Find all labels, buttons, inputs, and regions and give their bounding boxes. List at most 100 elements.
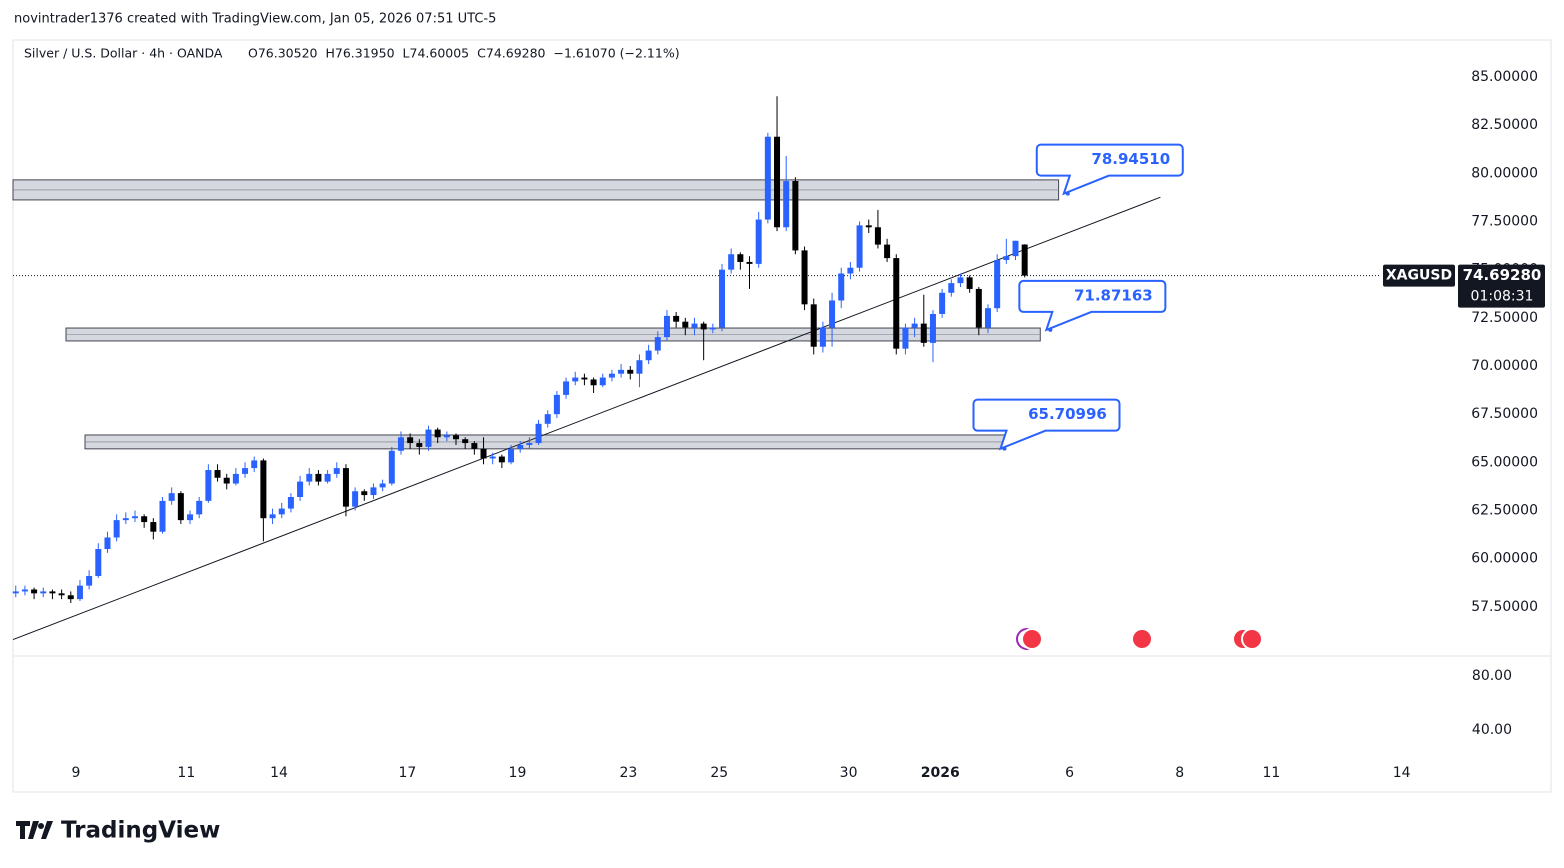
y-tick-label: 80.00000 xyxy=(1471,165,1538,181)
candle-body xyxy=(242,468,249,474)
candle-body xyxy=(269,514,276,519)
callout-anchor xyxy=(1065,191,1070,196)
candle-body xyxy=(489,456,496,459)
candle-body xyxy=(187,514,194,521)
x-tick-label: 6 xyxy=(1065,765,1074,781)
candle-body xyxy=(150,522,157,532)
candle-body xyxy=(342,468,349,507)
candle-body xyxy=(654,337,661,351)
candle-body xyxy=(618,369,625,374)
candle-body xyxy=(774,136,781,228)
candle-body xyxy=(168,493,175,501)
x-tick-label: 23 xyxy=(620,765,638,781)
candle-body xyxy=(893,258,900,349)
candle-body xyxy=(287,497,294,509)
candle-body xyxy=(361,491,368,496)
candle-body xyxy=(929,313,936,343)
y-tick-label: 57.50000 xyxy=(1471,599,1538,615)
x-tick-label: 11 xyxy=(1262,765,1280,781)
candle-body xyxy=(746,261,753,264)
y-tick-label: 72.50000 xyxy=(1471,310,1538,326)
candle-body xyxy=(865,225,872,228)
candle-body xyxy=(12,591,19,594)
candle-body xyxy=(306,473,313,482)
candle-body xyxy=(829,300,836,328)
candle-body xyxy=(260,460,267,519)
candle-body xyxy=(590,379,597,386)
callout-anchor xyxy=(1002,446,1007,451)
y-tick-label: 70.00000 xyxy=(1471,358,1538,374)
candle-body xyxy=(122,518,129,521)
brand: TradingView xyxy=(61,818,220,844)
candle-body xyxy=(67,595,74,600)
candle-body xyxy=(728,254,735,270)
x-tick-label: 25 xyxy=(710,765,728,781)
candle-body xyxy=(700,323,707,330)
candle-body xyxy=(379,483,386,488)
legend-value: C74.69280 xyxy=(477,46,545,61)
price-label: 74.69280 xyxy=(1463,266,1542,284)
candle-body xyxy=(498,456,505,463)
candle-body xyxy=(526,443,533,445)
candle-body xyxy=(232,473,239,484)
candle-body xyxy=(544,414,551,424)
candle-body xyxy=(86,576,93,586)
candle-body xyxy=(214,470,221,478)
candle-body xyxy=(673,315,680,322)
candle-body xyxy=(1021,244,1028,276)
candle-body xyxy=(104,537,111,550)
y-tick-label: 77.50000 xyxy=(1471,213,1538,229)
y-tick-label: 82.50000 xyxy=(1471,117,1538,133)
candle-body xyxy=(718,269,725,328)
candle-body xyxy=(397,437,404,451)
candle-body xyxy=(563,381,570,395)
candle-body xyxy=(58,593,65,596)
x-tick-label: 14 xyxy=(1393,765,1411,781)
candle-body xyxy=(755,219,762,264)
candle-body xyxy=(948,283,955,293)
candle-body xyxy=(535,423,542,444)
candle-body xyxy=(874,227,881,245)
candle-body xyxy=(911,323,918,328)
candle-body xyxy=(196,500,203,515)
callout-box xyxy=(972,398,1121,451)
candle-body xyxy=(76,585,83,600)
legend-value: −1.61070 (−2.11%) xyxy=(554,46,680,61)
candle-body xyxy=(31,589,38,594)
candle-body xyxy=(627,369,634,374)
candle-body xyxy=(764,136,771,220)
candle-body xyxy=(810,304,817,347)
y-tick-label: 85.00000 xyxy=(1471,69,1538,85)
candle-body xyxy=(691,323,698,328)
candle-body xyxy=(425,429,432,447)
candle-body xyxy=(434,429,441,438)
candle-body xyxy=(994,260,1001,309)
callout-label: 65.70996 xyxy=(1028,405,1107,423)
candle-body xyxy=(251,460,258,469)
candle-body xyxy=(984,308,991,328)
candle-body xyxy=(599,377,606,386)
legend-value: L74.60005 xyxy=(403,46,470,61)
candle-body xyxy=(1003,256,1010,261)
pane2-tick-label: 40.00 xyxy=(1472,722,1512,738)
candle-body xyxy=(223,477,230,484)
candle-body xyxy=(388,450,395,484)
candle-body xyxy=(40,591,47,594)
candle-body xyxy=(416,443,423,447)
candle-body xyxy=(297,481,304,498)
y-tick-label: 60.00000 xyxy=(1471,551,1538,567)
candle-body xyxy=(131,516,138,519)
callout-label: 78.94510 xyxy=(1091,150,1170,168)
x-tick-label: 9 xyxy=(72,765,81,781)
candle-body xyxy=(370,487,377,496)
x-tick-label: 17 xyxy=(398,765,416,781)
candle-body xyxy=(278,508,285,515)
legend-value: O76.30520 xyxy=(248,46,318,61)
candle-body xyxy=(553,394,560,415)
brand-logo xyxy=(16,821,53,839)
candle-body xyxy=(783,181,790,228)
candle-body xyxy=(508,448,515,463)
candle-body xyxy=(517,444,524,449)
legend-title: Silver / U.S. Dollar · 4h · OANDA xyxy=(24,46,223,61)
candle-body xyxy=(645,350,652,361)
